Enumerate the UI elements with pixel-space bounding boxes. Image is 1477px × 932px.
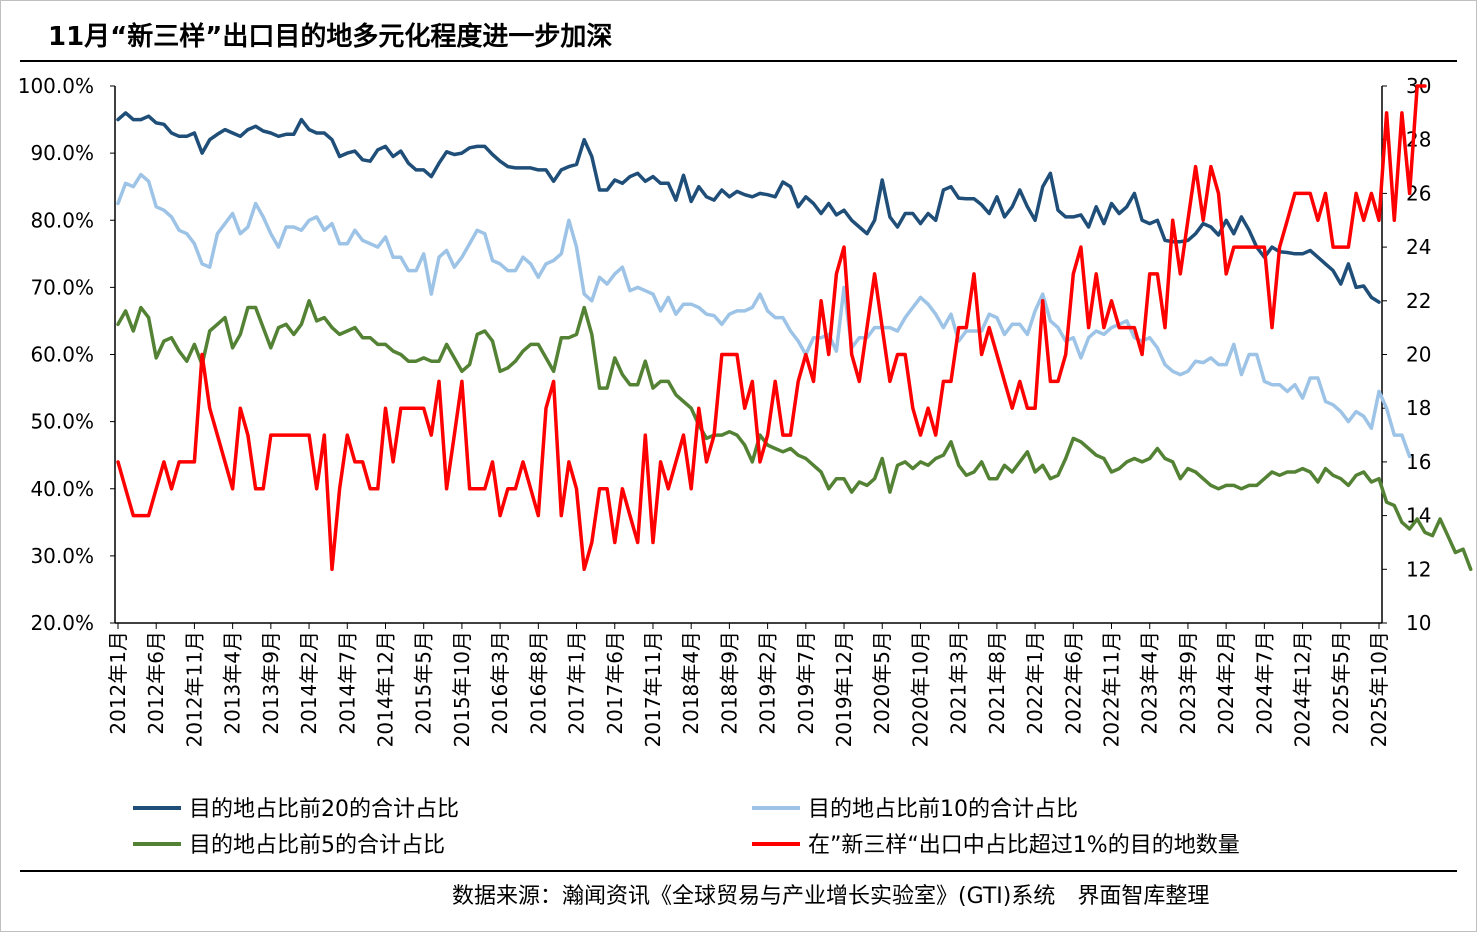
x-axis-tick-label: 2021年8月: [985, 631, 1009, 735]
x-axis-tick-label: 2014年7月: [335, 631, 359, 735]
right-axis-tick-label: 18: [1406, 396, 1431, 420]
x-axis-tick-label: 2025年5月: [1329, 631, 1353, 735]
title-divider: [20, 60, 1457, 62]
right-axis-tick-label: 10: [1406, 611, 1431, 635]
data-source: 数据来源：瀚闻资讯《全球贸易与产业增长实验室》(GTI)系统 界面智库整理: [452, 884, 1210, 909]
x-axis-tick-label: 2017年1月: [565, 631, 589, 735]
x-axis-tick-label: 2015年5月: [412, 631, 436, 735]
right-axis-tick-label: 28: [1406, 128, 1431, 152]
x-axis-tick-label: 2023年4月: [1138, 631, 1162, 735]
x-axis-tick-label: 2013年4月: [221, 631, 245, 735]
series-line-1: [116, 111, 1381, 304]
series-line-4: [116, 84, 1427, 572]
series-line-2: [116, 172, 1412, 459]
x-axis-tick-label: 2016年3月: [488, 631, 512, 735]
right-axis-tick-label: 22: [1406, 289, 1431, 313]
left-axis-tick-label: 90.0%: [30, 141, 94, 165]
footer-divider: [20, 870, 1457, 872]
legend-label-1: 目的地占比前20的合计占比: [189, 797, 459, 822]
x-axis-tick-label: 2018年9月: [717, 631, 741, 735]
x-axis-tick-label: 2012年11月: [182, 631, 206, 747]
x-axis-tick-label: 2024年7月: [1252, 631, 1276, 735]
x-axis-tick-label: 2018年4月: [679, 631, 703, 735]
left-axis-tick-label: 50.0%: [30, 410, 94, 434]
series-line-3: [116, 299, 1473, 572]
x-axis-tick-label: 2024年12月: [1291, 631, 1315, 747]
right-axis-tick-label: 20: [1406, 343, 1431, 367]
x-axis-tick-label: 2025年10月: [1367, 631, 1391, 747]
right-axis-tick-label: 24: [1406, 235, 1431, 259]
legend-label-3: 目的地占比前5的合计占比: [189, 833, 445, 858]
left-axis-tick-label: 40.0%: [30, 477, 94, 501]
chart-title: 11月“新三样”出口目的地多元化程度进一步加深: [48, 22, 613, 52]
left-axis-tick-label: 70.0%: [30, 275, 94, 299]
left-axis-tick-label: 20.0%: [30, 611, 94, 635]
x-axis-tick-label: 2019年12月: [832, 631, 856, 747]
x-axis-tick-label: 2013年9月: [259, 631, 283, 735]
legend-label-2: 目的地占比前10的合计占比: [808, 797, 1078, 822]
left-axis-tick-label: 30.0%: [30, 544, 94, 568]
x-axis-tick-label: 2017年11月: [641, 631, 665, 747]
x-axis-tick-label: 2024年2月: [1214, 631, 1238, 735]
x-axis-tick-label: 2022年6月: [1061, 631, 1085, 735]
x-axis-tick-label: 2015年10月: [450, 631, 474, 747]
x-axis-tick-label: 2014年12月: [373, 631, 397, 747]
x-axis-tick-label: 2020年5月: [870, 631, 894, 735]
x-axis-tick-label: 2012年6月: [144, 631, 168, 735]
x-axis-tick-label: 2016年8月: [526, 631, 550, 735]
left-axis-tick-label: 100.0%: [18, 74, 94, 98]
right-axis-tick-label: 12: [1406, 557, 1431, 581]
x-axis-tick-label: 2014年2月: [297, 631, 321, 735]
left-axis-tick-label: 60.0%: [30, 343, 94, 367]
x-axis-tick-label: 2022年11月: [1100, 631, 1124, 747]
x-axis-tick-label: 2012年1月: [106, 631, 130, 735]
legend-label-4: 在”新三样“出口中占比超过1%的目的地数量: [808, 833, 1240, 858]
x-axis-tick-label: 2020年10月: [908, 631, 932, 747]
x-axis-tick-label: 2017年6月: [603, 631, 627, 735]
x-axis-tick-label: 2019年2月: [756, 631, 780, 735]
x-axis-tick-label: 2022年1月: [1023, 631, 1047, 735]
left-axis-tick-label: 80.0%: [30, 208, 94, 232]
x-axis-tick-label: 2019年7月: [794, 631, 818, 735]
x-axis-tick-label: 2021年3月: [947, 631, 971, 735]
x-axis-tick-label: 2023年9月: [1176, 631, 1200, 735]
